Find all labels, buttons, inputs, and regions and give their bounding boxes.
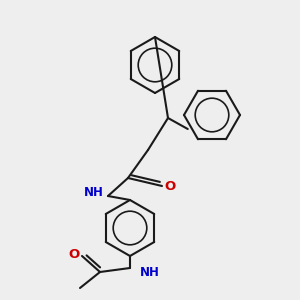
Text: O: O <box>164 179 175 193</box>
Text: O: O <box>69 248 80 260</box>
Text: NH: NH <box>140 266 160 278</box>
Text: NH: NH <box>84 185 104 199</box>
